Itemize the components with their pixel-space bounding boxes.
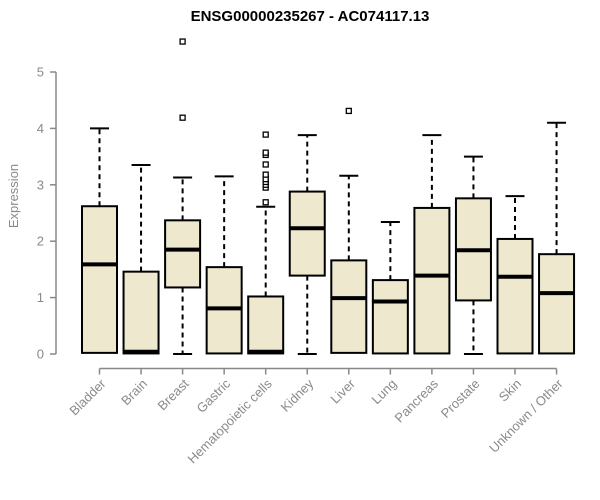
y-axis-tick-label: 1 (37, 290, 44, 305)
outlier-point-hematopoietic-cells (262, 199, 269, 206)
box-group-liver (330, 107, 368, 354)
y-axis-tick-label: 0 (37, 347, 44, 362)
y-axis-tick-label: 2 (37, 234, 44, 249)
outlier-point-hematopoietic-cells (262, 131, 269, 138)
iqr-box-bladder (81, 205, 118, 354)
x-axis-category-label-liver: Liver (327, 376, 358, 407)
x-axis-category-label-kidney: Kidney (278, 376, 317, 415)
outlier-point-liver (345, 107, 352, 115)
x-axis-category-label-brain: Brain (118, 376, 150, 408)
y-axis-tick-label: 4 (37, 121, 44, 136)
x-axis-category-label-unknown-other: Unknown / Other (486, 376, 566, 456)
outlier-point-hematopoietic-cells (262, 171, 269, 178)
box-group-pancreas (413, 134, 451, 355)
iqr-box-unknown-other (538, 253, 576, 355)
outlier-point-breast (179, 38, 186, 45)
x-axis-category-label-prostate: Prostate (438, 376, 483, 421)
iqr-box-skin (496, 237, 534, 355)
box-group-hematopoietic-cells (247, 131, 285, 355)
box-group-brain (122, 164, 160, 355)
x-axis-category-label-lung: Lung (368, 376, 399, 407)
x-axis-category-label-breast: Breast (155, 376, 192, 413)
box-group-unknown-other (538, 121, 576, 355)
y-axis-tick-label: 3 (37, 177, 44, 192)
iqr-box-hematopoietic-cells (247, 295, 285, 355)
outlier-point-hematopoietic-cells (262, 149, 269, 156)
iqr-box-breast (164, 219, 202, 289)
iqr-box-brain (122, 270, 160, 355)
iqr-box-kidney (288, 190, 326, 277)
box-group-kidney (288, 134, 326, 355)
box-group-bladder (81, 127, 118, 354)
iqr-box-liver (330, 259, 368, 354)
box-group-lung (371, 221, 409, 355)
iqr-box-lung (371, 279, 409, 355)
iqr-box-pancreas (413, 206, 451, 355)
x-axis-category-label-gastric: Gastric (194, 376, 234, 416)
box-group-breast (164, 38, 202, 355)
box-group-gastric (205, 175, 243, 355)
x-axis-category-label-skin: Skin (496, 376, 524, 404)
y-axis-tick-label: 5 (37, 65, 44, 80)
outlier-point-breast (179, 114, 186, 121)
outlier-point-hematopoietic-cells (262, 161, 269, 168)
box-group-prostate (454, 155, 492, 355)
chart-title: ENSG00000235267 - AC074117.13 (190, 8, 430, 25)
x-axis-category-label-bladder: Bladder (66, 376, 109, 419)
box-group-skin (496, 195, 534, 355)
x-axis-category-label-pancreas: Pancreas (392, 376, 442, 426)
